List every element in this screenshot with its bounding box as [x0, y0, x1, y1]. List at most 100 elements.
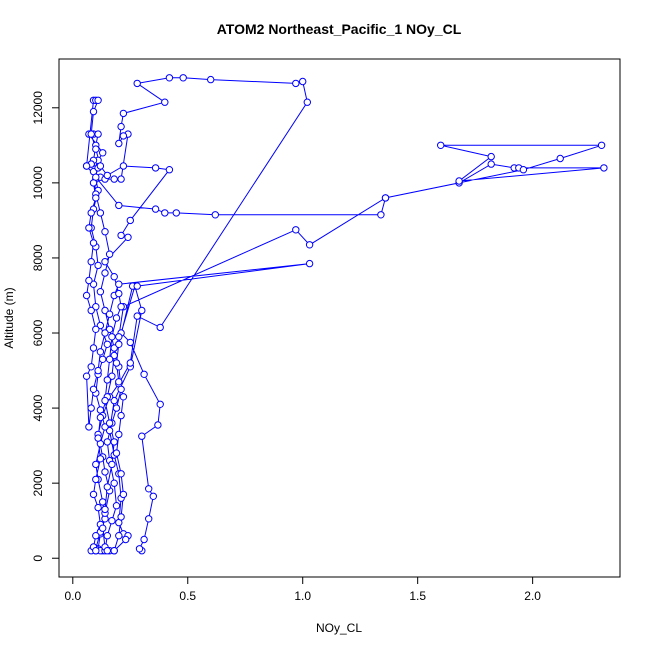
data-point — [377, 211, 385, 219]
data-point — [112, 449, 121, 457]
data-point — [82, 291, 91, 300]
data-point — [115, 280, 123, 288]
data-point — [211, 211, 220, 219]
data-point — [110, 396, 118, 405]
data-point — [96, 455, 105, 463]
data-point — [94, 261, 102, 270]
data-point — [140, 535, 148, 544]
x-axis-label: NOy_CL — [316, 621, 362, 635]
data-point — [600, 164, 608, 172]
data-point — [108, 460, 116, 469]
y-tick-label: 12000 — [31, 91, 45, 125]
series-0 — [82, 74, 608, 555]
data-point — [117, 175, 125, 183]
data-point — [381, 194, 390, 202]
data-point — [87, 130, 95, 138]
x-tick-label: 2.0 — [524, 589, 541, 603]
data-point — [85, 276, 93, 285]
data-point — [117, 122, 125, 131]
data-point — [87, 209, 95, 217]
data-point — [487, 152, 495, 161]
data-point — [115, 430, 123, 439]
data-point — [105, 419, 114, 427]
data-point — [103, 547, 112, 555]
data-point — [117, 411, 125, 420]
data-point — [94, 130, 102, 138]
data-point — [99, 149, 107, 157]
data-point — [207, 75, 215, 84]
data-point — [101, 468, 109, 476]
data-point — [101, 423, 109, 431]
data-point — [165, 74, 174, 82]
data-point — [92, 194, 100, 202]
data-point — [115, 532, 123, 540]
data-point — [487, 160, 495, 168]
data-point — [133, 79, 141, 88]
data-point — [156, 400, 164, 408]
data-point — [87, 306, 95, 315]
x-axis: 0.0 0.5 1.0 1.5 2.0 — [64, 576, 541, 603]
data-point — [110, 175, 118, 183]
y-tick-label: 6000 — [31, 319, 45, 346]
data-point — [105, 355, 114, 363]
data-point — [138, 432, 146, 440]
data-point — [126, 216, 135, 225]
data-point — [119, 490, 128, 499]
data-point — [99, 524, 107, 532]
y-tick-label: 4000 — [31, 394, 45, 421]
data-point — [119, 162, 128, 170]
data-point — [133, 312, 141, 320]
data-point — [135, 545, 144, 553]
data-point — [105, 250, 114, 258]
data-point — [305, 259, 314, 268]
data-point — [96, 413, 105, 422]
x-tick-label: 1.0 — [294, 589, 311, 603]
data-point — [101, 396, 109, 405]
data-point — [117, 303, 125, 311]
data-point — [87, 363, 95, 371]
data-point — [94, 96, 102, 105]
data-point — [103, 483, 112, 491]
data-point — [119, 109, 128, 118]
y-tick-label: 2000 — [31, 469, 45, 496]
series-layer — [82, 74, 608, 555]
data-point — [556, 154, 564, 163]
data-point — [89, 179, 98, 187]
data-point — [292, 226, 300, 234]
y-tick-label: 8000 — [31, 244, 45, 271]
data-point — [105, 310, 114, 318]
data-point — [99, 498, 107, 506]
data-point — [92, 532, 100, 540]
y-tick-label: 0 — [31, 555, 45, 562]
data-point — [94, 434, 102, 442]
data-point — [115, 289, 123, 298]
data-point — [89, 239, 98, 247]
data-point — [117, 470, 125, 478]
data-point — [110, 479, 118, 487]
data-point — [145, 515, 153, 523]
data-point — [96, 348, 105, 356]
data-point — [94, 503, 102, 512]
data-point — [110, 547, 118, 555]
data-point — [292, 79, 300, 88]
data-point — [85, 423, 93, 431]
data-point — [117, 513, 125, 521]
y-tick-label: 10000 — [31, 166, 45, 200]
data-point — [305, 241, 314, 249]
data-point — [115, 378, 123, 386]
data-point — [126, 338, 135, 347]
data-point — [437, 141, 445, 150]
data-point — [92, 475, 100, 484]
data-point — [87, 258, 95, 266]
x-tick-label: 0.0 — [64, 589, 81, 603]
data-point — [92, 325, 100, 333]
data-point — [117, 385, 125, 393]
data-point — [89, 490, 98, 499]
x-tick-label: 0.5 — [179, 589, 196, 603]
data-point — [112, 359, 121, 367]
data-point — [103, 532, 112, 540]
data-point — [89, 385, 98, 393]
data-point — [108, 333, 116, 341]
data-point — [161, 209, 169, 217]
